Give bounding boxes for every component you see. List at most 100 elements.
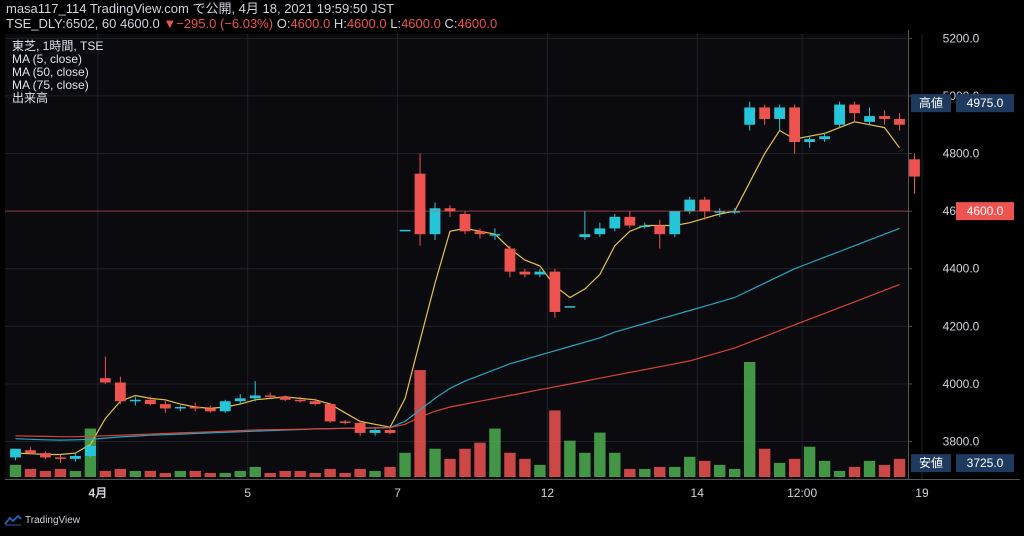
x-tick-label: 19 [915,486,929,500]
y-tick-label: 4000.0 [943,377,980,391]
low-price-value-bg [956,454,1014,473]
volume-bar [144,470,157,477]
low-price-value: 3725.0 [967,456,1004,470]
candle-body [804,139,816,143]
plot-area[interactable] [5,34,908,479]
legend-volume[interactable]: 出来高 [12,91,49,105]
volume-bar [579,452,591,477]
candle-body [219,401,231,412]
legend-symbol[interactable]: 東芝, 1時間, TSE [12,39,104,53]
volume-bar [339,472,351,477]
candle-body [144,399,156,405]
volume-bar [803,446,816,477]
candle-body [354,422,366,433]
volume-bar [9,464,22,477]
candle-body [159,404,171,409]
y-tick-label: 4800.0 [943,147,980,161]
high-price-value-bg [956,94,1014,113]
volume-bar [534,464,546,477]
candle-body [324,404,336,422]
volume-bar [549,410,561,477]
x-tick-label: 5 [244,486,251,500]
price-chart[interactable]: 5200.05000.04800.04600.04400.04200.04000… [0,0,1024,511]
legend-ma75[interactable]: MA (75, close) [12,78,89,92]
volume-bar [878,464,891,477]
volume-bar [519,458,531,477]
candle-body [909,159,920,177]
volume-bar [743,362,756,477]
legend-ma5[interactable]: MA (5, close) [12,52,83,66]
volume-bar [639,468,651,477]
candle-body [264,395,276,397]
volume-bar [114,468,127,477]
candle-body [399,229,411,232]
candle-body [174,406,186,409]
candle-body [669,211,681,235]
volume-bar [609,452,621,477]
candle-body [129,399,141,402]
moving-averages [15,121,900,456]
volume-bar [504,452,516,477]
symbol-ohlc-line: TSE_DLY:6502, 60 4600.0 ▼−295.0 (−6.03%)… [6,17,497,31]
ma75-line [15,284,900,438]
candle-body [729,211,741,213]
candle-body [99,378,111,383]
candle-body [744,107,756,125]
candle-body [444,208,456,212]
publish-info: masa117_114 TradingView.com で公開, 4月 18, … [6,1,395,16]
volume-bar [788,458,801,477]
candle-body [114,382,126,402]
volume-bar [818,460,831,477]
candle-body [759,107,771,119]
candle-body [369,430,381,433]
volume-bar [429,448,441,477]
candle-body [684,199,696,212]
volume-bar [564,440,576,477]
candle-body [894,118,905,125]
volume-bar [893,458,906,477]
volume-bar [459,448,471,477]
high-price-label-bg [911,94,951,113]
volume-bar [309,472,321,477]
candle-body [654,225,666,235]
candle-body [384,430,396,433]
candle-body [699,199,711,212]
ma50-line [15,227,900,441]
volume-bar [189,470,201,477]
volume-bar [69,470,82,477]
legend-ma50[interactable]: MA (50, close) [12,65,89,79]
candle-body [204,408,216,412]
close-value: 4600.0 [457,16,498,31]
candle-body [85,445,96,456]
volume-bars [9,362,906,477]
price-change: −295.0 (−6.03%) [176,16,274,31]
candle-body [789,107,801,143]
volume-bar [833,470,846,477]
volume-bar [489,428,501,477]
volume-bar [624,468,636,477]
candle-body [639,225,651,228]
y-tick-label: 5200.0 [943,31,980,45]
volume-bar [594,432,606,477]
candle-body [519,271,531,275]
candle-body [819,136,830,140]
volume-bar [354,468,366,477]
close-label: C: [444,16,458,31]
candle-body [10,448,21,458]
volume-bar [728,468,741,477]
low-value: 4600.0 [401,16,441,31]
y-tick-label: 4200.0 [943,319,980,333]
volume-bar [24,468,37,477]
tradingview-logo[interactable]: TradingView [4,514,80,526]
volume-bar [219,472,231,477]
candle-body [504,248,516,272]
symbol-price: TSE_DLY:6502, 60 4600.0 [6,16,160,31]
volume-bar [159,472,172,477]
volume-bar [699,460,711,477]
candle-body [249,395,261,399]
candle-body [55,457,66,459]
x-tick-label: 4月 [89,486,108,500]
candle-body [279,396,291,400]
candle-body [25,450,36,454]
